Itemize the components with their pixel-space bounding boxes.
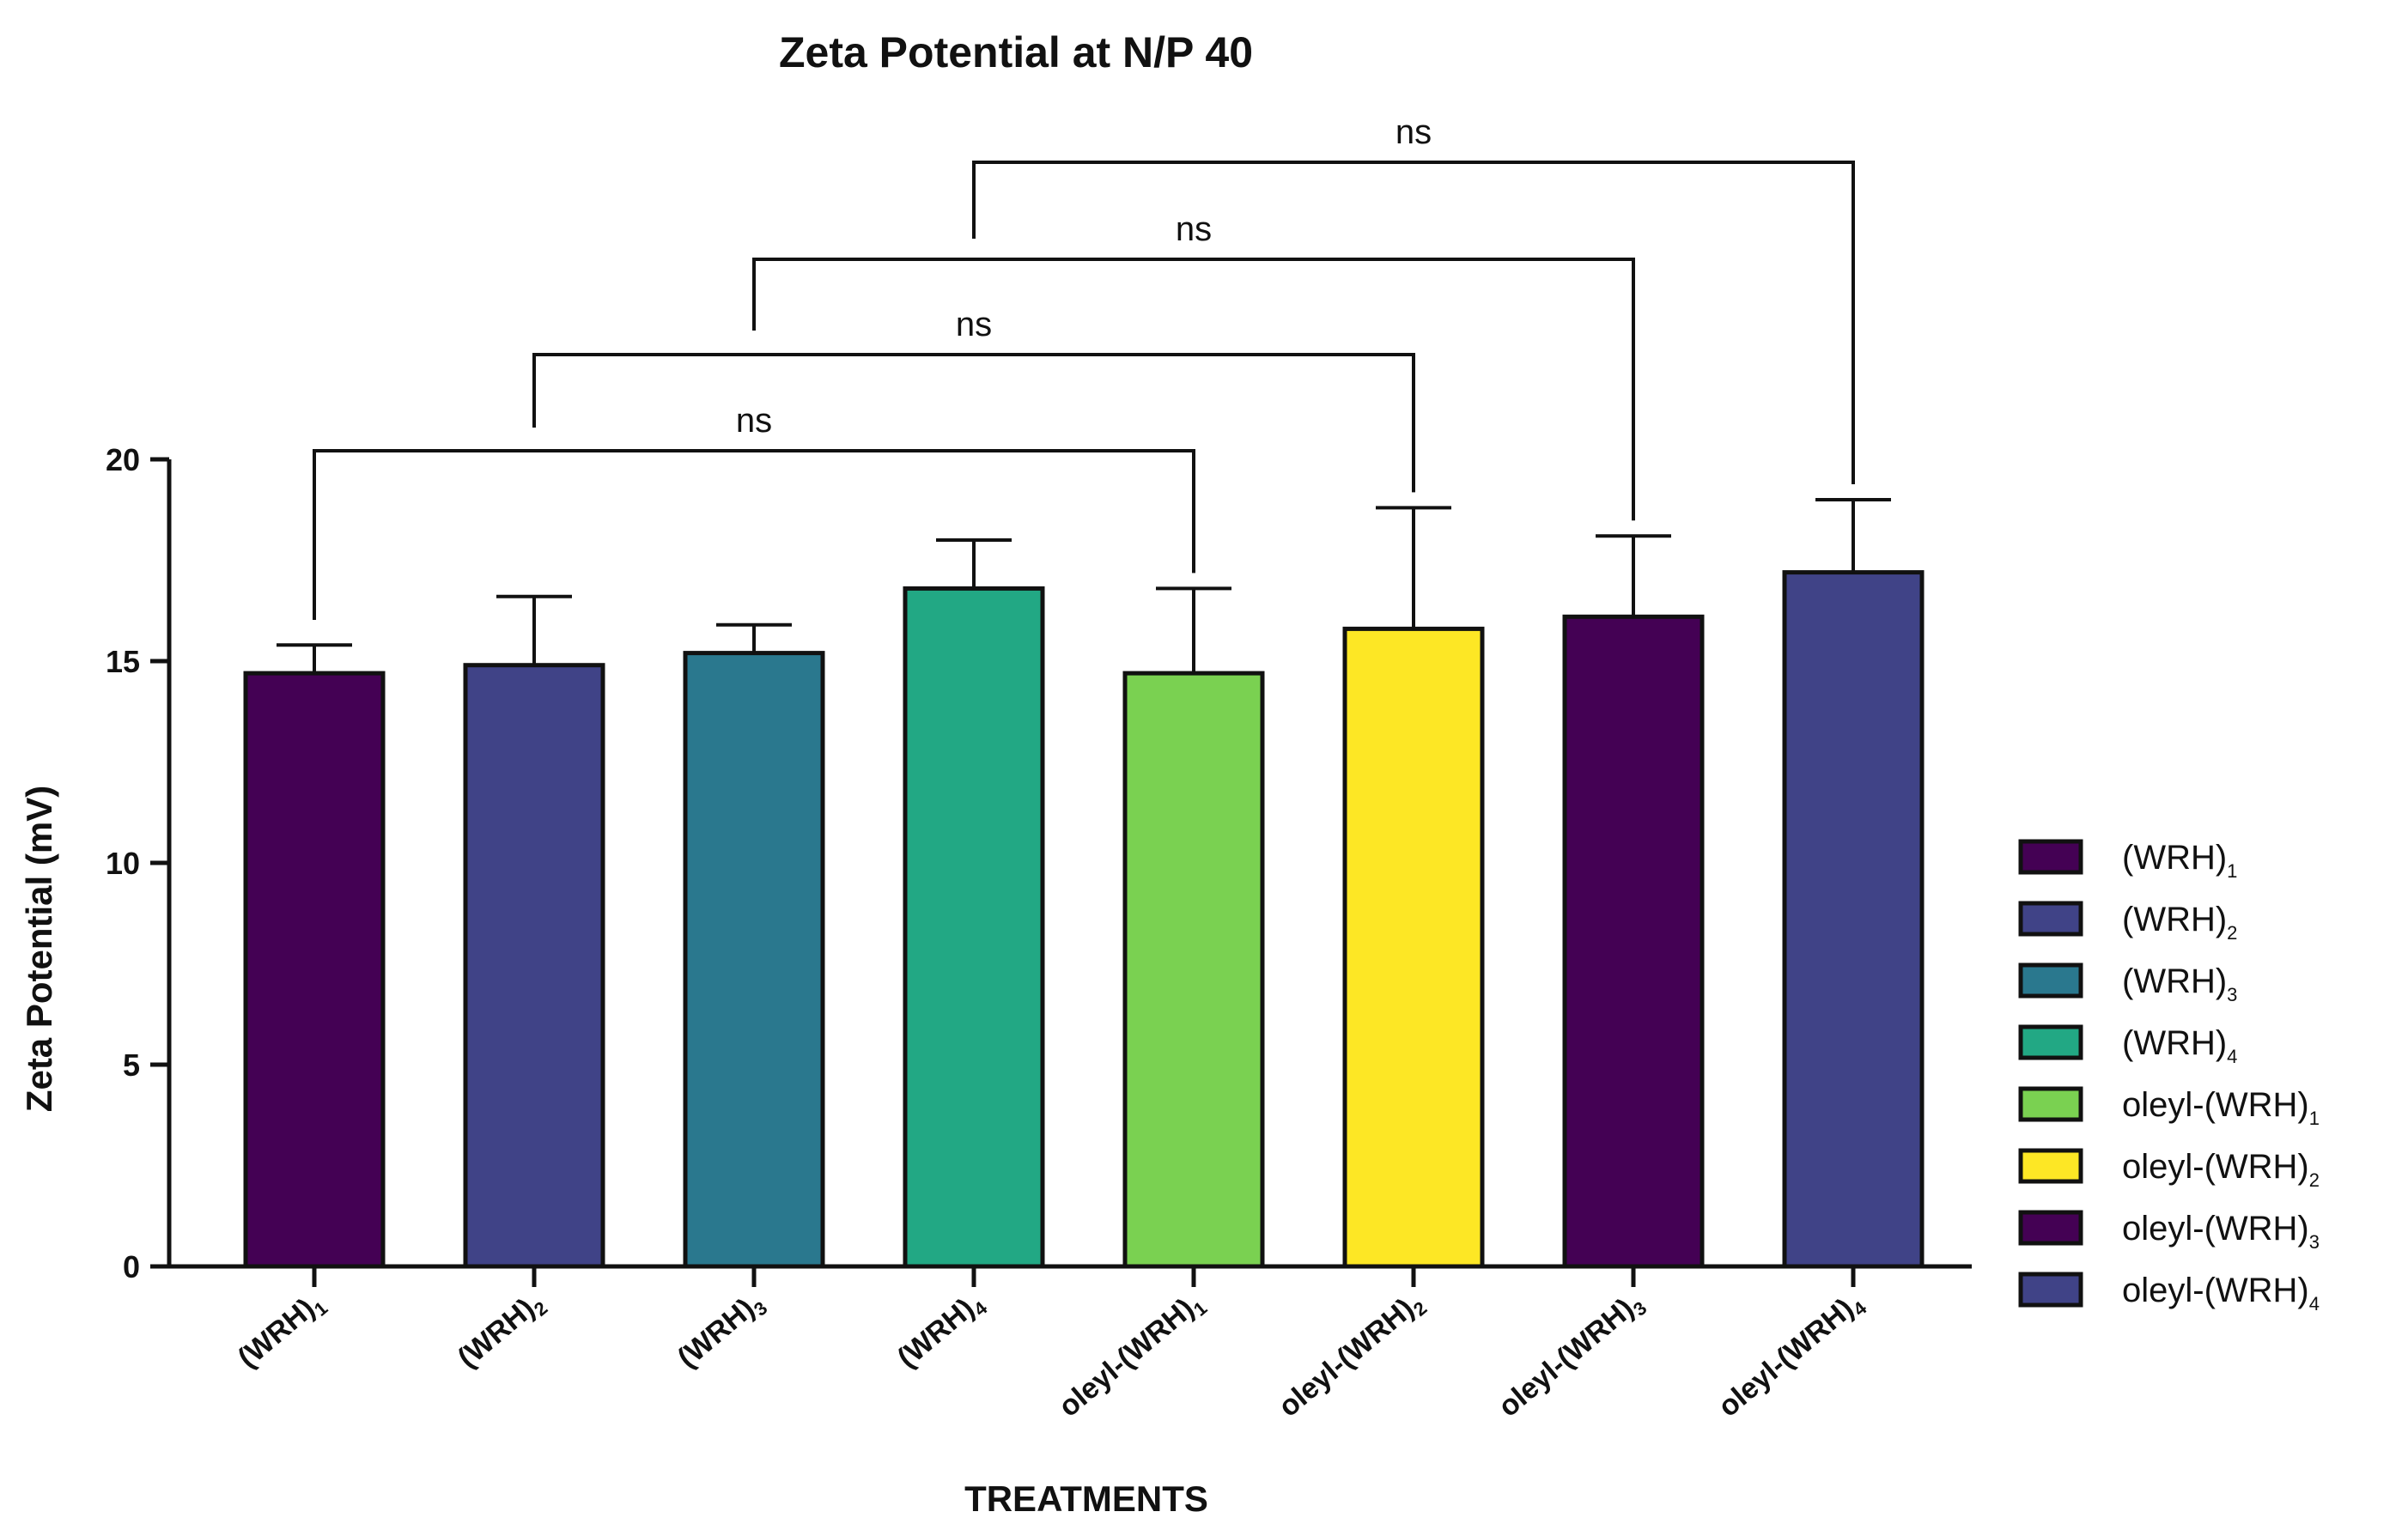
legend-label-8: oleyl-(WRH)4 [2122,1272,2320,1314]
legend-label-5: oleyl-(WRH)1 [2122,1086,2320,1129]
legend-label-3: (WRH)3 [2122,962,2237,1005]
significance-label-3: ns [1176,210,1212,248]
bar-2 [463,663,605,1269]
significance-label-2: ns [956,306,992,343]
significance-label-4: ns [1396,113,1432,151]
bar-6 [1342,626,1485,1269]
bar-4 [903,586,1045,1269]
significance-label-1: ns [736,402,772,440]
x-category-label: oleyl-(WRH)1 [1053,1285,1212,1427]
chart-title: Zeta Potential at N/P 40 [779,28,1253,76]
x-category-label: (WRH)1 [232,1285,332,1378]
legend-swatch-7 [2018,1210,2083,1246]
significance-bracket-2 [532,353,1415,493]
x-category-label: (WRH)2 [452,1285,552,1378]
bar-8 [1782,570,1925,1269]
x-category-label: oleyl-(WRH)4 [1712,1285,1871,1427]
legend: (WRH)1 (WRH)2 (WRH)3 (WRH)4 oleyl-(WRH)1 oley… [2018,839,2320,1314]
legend-label-6: oleyl-(WRH)2 [2122,1148,2320,1191]
legend-label-7: oleyl-(WRH)3 [2122,1210,2320,1253]
legend-swatch-6 [2018,1148,2083,1184]
legend-label-4: (WRH)4 [2122,1024,2237,1067]
x-axis-title: TREATMENTS [964,1478,1208,1519]
y-tick-label: 5 [123,1047,140,1083]
legend-label-1: (WRH)1 [2122,839,2237,882]
y-tick-label: 15 [106,644,140,679]
legend-swatch-4 [2018,1024,2083,1060]
bar-5 [1122,671,1265,1269]
legend-swatch-2 [2018,901,2083,937]
x-category-label: oleyl-(WRH)2 [1273,1285,1432,1427]
significance-bracket-4 [972,161,1855,484]
x-category-label: (WRH)3 [672,1285,772,1378]
x-category-label: oleyl-(WRH)3 [1493,1285,1651,1427]
bar-3 [683,651,825,1269]
bar-1 [243,671,386,1269]
legend-swatch-3 [2018,962,2083,999]
significance-bracket-3 [752,258,1635,521]
legend-swatch-8 [2018,1272,2083,1308]
y-tick-label: 20 [106,442,140,477]
y-tick-label: 0 [123,1249,140,1284]
legend-label-2: (WRH)2 [2122,901,2237,944]
significance-bracket-1 [313,449,1195,620]
y-tick-label: 10 [106,846,140,881]
y-axis-title: Zeta Potential (mV) [19,786,59,1112]
x-category-label: (WRH)4 [891,1285,992,1378]
plot-area: 0 5 10 15 20 (WRH)1 (WRH)2 (WRH)3 (WRH)4 oleyl-(W… [106,113,1972,1427]
bar-7 [1562,614,1705,1269]
legend-swatch-5 [2018,1086,2083,1122]
legend-swatch-1 [2018,839,2083,875]
